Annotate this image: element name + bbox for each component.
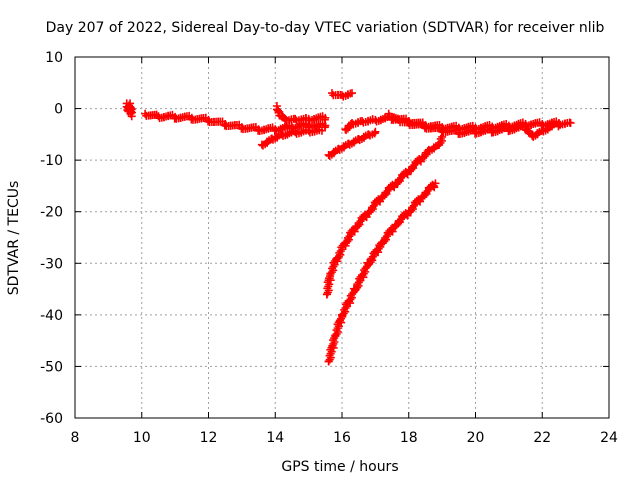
data-point — [382, 232, 391, 241]
data-point — [431, 179, 440, 188]
y-tick-label: -30 — [40, 256, 63, 272]
series-segment-2 — [141, 109, 330, 135]
series-segment-5 — [327, 89, 357, 101]
x-tick-label: 18 — [400, 430, 418, 446]
x-tick-label: 12 — [200, 430, 218, 446]
x-tick-label: 10 — [133, 430, 151, 446]
y-tick-label: -20 — [40, 205, 63, 221]
x-tick-label: 8 — [71, 430, 80, 446]
y-tick-label: -10 — [40, 153, 63, 169]
y-tick-label: 10 — [45, 50, 63, 66]
y-tick-label: 0 — [54, 102, 63, 118]
x-tick-label: 20 — [467, 430, 485, 446]
data-point — [438, 132, 447, 141]
x-axis-label: GPS time / hours — [281, 459, 398, 475]
data-point — [554, 120, 563, 129]
series-segment-8 — [384, 109, 563, 141]
data-point — [348, 89, 357, 98]
data-point — [127, 112, 136, 121]
axis-ticks: 8 10 12 14 16 18 20 22 24 -60 -50 -40 -30 -20 -10 0 10 — [40, 50, 618, 446]
data-point — [317, 126, 326, 135]
chart-title: Day 207 of 2022, Sidereal Day-to-day VTE… — [46, 20, 605, 36]
series-segment-9 — [322, 132, 447, 299]
x-tick-label: 24 — [600, 430, 618, 446]
data-point — [321, 113, 330, 122]
data-point — [566, 119, 575, 128]
x-tick-label: 14 — [266, 430, 284, 446]
data-point — [418, 154, 427, 163]
x-tick-label: 16 — [333, 430, 351, 446]
data-point — [420, 152, 429, 161]
data-points — [122, 89, 575, 366]
y-tick-label: -40 — [40, 308, 63, 324]
series-segment-1 — [122, 99, 137, 121]
data-point — [380, 237, 389, 246]
series-segment-3 — [257, 125, 326, 150]
y-tick-label: -50 — [40, 359, 63, 375]
y-tick-label: -60 — [40, 411, 63, 427]
series-segment-10 — [324, 179, 440, 366]
series-segment-4 — [272, 101, 330, 125]
series-segment-6 — [324, 127, 380, 160]
x-tick-label: 22 — [533, 430, 551, 446]
data-point — [371, 127, 380, 136]
y-axis-label: SDTVAR / TECUs — [6, 181, 22, 296]
